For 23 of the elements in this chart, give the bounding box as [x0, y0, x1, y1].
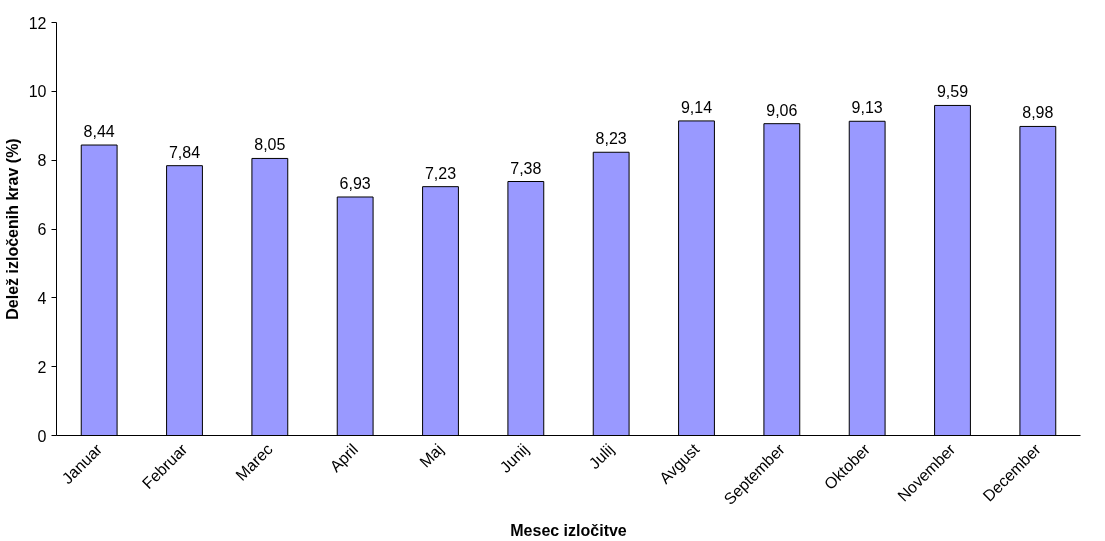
x-tick-label: Maj: [416, 440, 447, 471]
x-axis-title: Mesec izločitve: [510, 521, 627, 539]
y-tick-label: 4: [37, 289, 47, 307]
y-tick-label: 2: [37, 358, 47, 376]
data-label: 8,44: [83, 123, 115, 141]
data-label: 9,14: [680, 98, 713, 116]
data-label: 9,59: [936, 83, 969, 101]
data-label: 9,06: [766, 101, 798, 119]
y-tick-label: 8: [37, 152, 47, 170]
y-tick-label: 0: [37, 427, 47, 445]
y-tick-label: 6: [37, 221, 47, 238]
data-label: 7,84: [168, 143, 201, 161]
data-label: 9,13: [851, 99, 883, 117]
data-label: 7,38: [510, 159, 542, 177]
data-label: 7,23: [424, 164, 457, 182]
data-label: 8,98: [1022, 104, 1054, 122]
x-tick-label: Julij: [585, 440, 618, 472]
data-label: 8,05: [254, 136, 286, 154]
y-tick-label: 12: [28, 14, 47, 32]
data-label: 8,23: [595, 130, 627, 148]
data-label: 6,93: [339, 174, 371, 192]
y-tick-label: 10: [28, 83, 47, 101]
y-axis-title: Delež izločenih krav (%): [3, 138, 21, 320]
